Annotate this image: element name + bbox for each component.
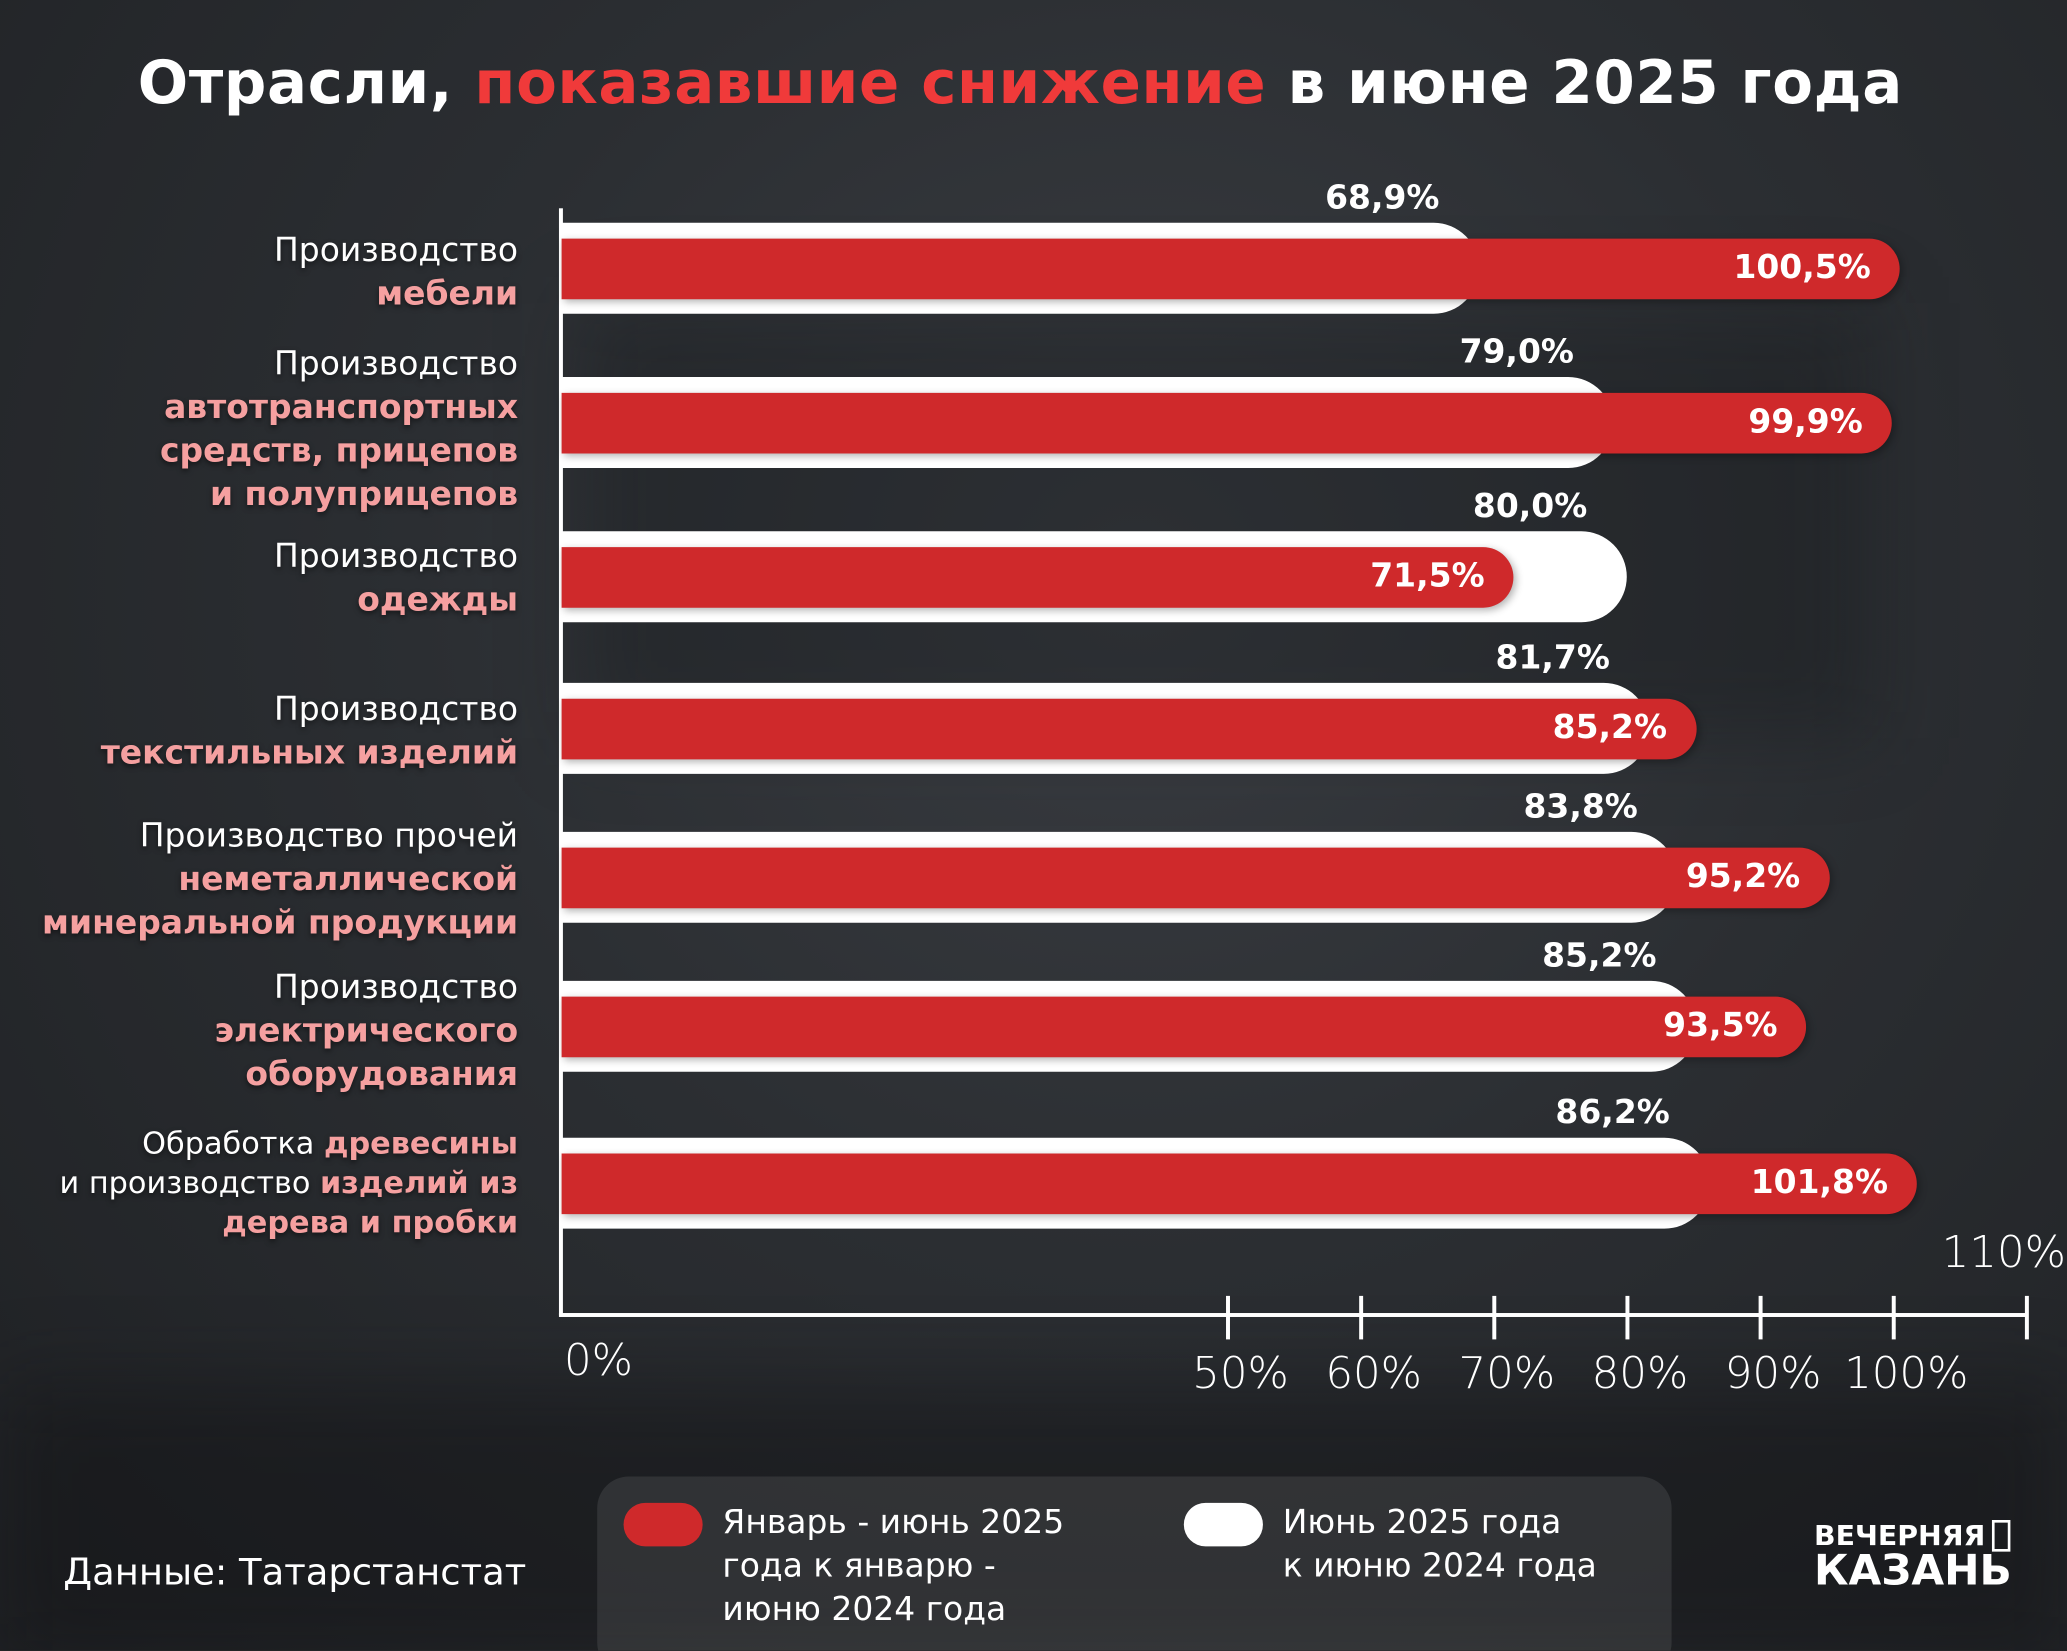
legend-line: Июнь 2025 года — [1282, 1502, 1562, 1542]
data-label-june: 80,0% — [1472, 486, 1588, 525]
bar-jan-june — [561, 996, 1807, 1058]
vechernyaya-kazan-logo: ВЕЧЕРНЯЯ КАЗАНЬ — [1814, 1519, 2012, 1588]
y-axis-line — [558, 208, 563, 1316]
title-text: в июне 2025 года — [1266, 47, 1903, 118]
x-tick-label: 0% — [563, 1334, 634, 1386]
x-tick-label: 80% — [1591, 1347, 1689, 1399]
page-title: Отрасли, показавшие снижение в июне 2025… — [0, 47, 2041, 117]
legend-label-red: Январь - июнь 2025 года к январю - июню … — [722, 1500, 1064, 1631]
category-text: Производство — [274, 344, 519, 383]
x-tick — [2024, 1295, 2029, 1340]
legend-line: июню 2024 года — [722, 1589, 1007, 1629]
bar-jan-june — [561, 698, 1697, 760]
category-text: Производство — [274, 230, 519, 269]
svg-text:ВЕЧЕРНЯЯ: ВЕЧЕРНЯЯ — [1814, 1519, 1985, 1552]
x-tick — [1757, 1295, 1762, 1340]
category-highlight: мебели — [376, 274, 519, 313]
source-note: Данные: Татарстанстат — [63, 1550, 527, 1594]
category-label: Производство прочей неметаллической минера… — [42, 813, 518, 944]
x-tick — [1358, 1295, 1363, 1340]
x-tick-label: 50% — [1192, 1347, 1289, 1399]
data-label-june: 81,7% — [1495, 638, 1610, 677]
title-highlight: показавшие снижение — [474, 47, 1267, 118]
data-label-june: 86,2% — [1555, 1092, 1670, 1132]
category-highlight: электрического — [214, 1011, 519, 1050]
legend-swatch-white — [1183, 1502, 1263, 1547]
category-highlight: средств, прицепов — [159, 431, 519, 470]
legend-swatch-red — [623, 1502, 703, 1547]
title-text: Отрасли, — [137, 47, 475, 118]
x-tick-label: 90% — [1724, 1347, 1822, 1399]
category-highlight: текстильных изделий — [100, 732, 519, 772]
bar-jan-june — [561, 392, 1892, 454]
svg-text:КАЗАНЬ: КАЗАНЬ — [1814, 1546, 2012, 1588]
category-highlight: неметаллической — [178, 859, 519, 898]
bar-jan-june — [561, 847, 1830, 909]
legend-line: к июню 2024 года — [1282, 1546, 1597, 1585]
data-label-jan-june: 85,2% — [1552, 707, 1668, 747]
x-tick — [1491, 1295, 1496, 1340]
category-text: Производство прочей — [139, 816, 519, 855]
category-highlight: и полуприцепов — [209, 474, 519, 513]
x-tick-label: 100% — [1844, 1347, 1969, 1399]
bar-jan-june — [561, 547, 1514, 608]
x-tick-label: 110% — [1941, 1226, 2067, 1278]
data-label-june: 68,9% — [1325, 177, 1440, 217]
background-blur — [580, 303, 1872, 739]
category-text: Производство — [274, 689, 519, 728]
legend: Январь - июнь 2025 года к январю - июню … — [597, 1476, 1672, 1651]
category-highlight: дерева и пробки — [222, 1206, 519, 1241]
data-label-june: 79,0% — [1459, 332, 1574, 371]
x-tick-label: 70% — [1458, 1347, 1556, 1399]
data-label-jan-june: 95,2% — [1685, 856, 1801, 896]
x-tick — [1225, 1295, 1230, 1340]
category-label: Производство автотранспортных средств, при… — [160, 341, 518, 515]
category-highlight: оборудования — [245, 1054, 519, 1093]
data-label-june: 83,8% — [1523, 787, 1638, 826]
x-tick — [1891, 1295, 1896, 1340]
category-highlight: изделий из — [320, 1166, 519, 1201]
data-label-jan-june: 71,5% — [1370, 556, 1485, 595]
category-highlight: древесины — [323, 1127, 519, 1162]
x-tick — [1624, 1295, 1629, 1340]
data-label-jan-june: 101,8% — [1750, 1162, 1889, 1201]
legend-label-white: Июнь 2025 года к июню 2024 года — [1283, 1500, 1597, 1587]
category-highlight: одежды — [357, 580, 519, 619]
legend-line: Январь - июнь 2025 — [722, 1502, 1065, 1542]
category-text: и производство — [59, 1166, 321, 1201]
category-highlight: автотранспортных — [164, 387, 519, 426]
legend-line: года к январю - — [722, 1546, 996, 1585]
data-label-june: 85,2% — [1542, 935, 1657, 975]
category-text: Производство — [274, 967, 519, 1006]
data-label-jan-june: 93,5% — [1663, 1005, 1778, 1045]
category-label: Производство текстильных изделий — [101, 687, 518, 774]
background-blur — [0, 1384, 2067, 1651]
category-label: Производство мебели — [274, 228, 518, 315]
category-text: Производство — [274, 536, 519, 575]
x-axis-line — [558, 1313, 2027, 1317]
category-label: Обработка древесины и производство издели… — [59, 1125, 518, 1244]
data-label-jan-june: 99,9% — [1748, 402, 1863, 441]
category-label: Производство одежды — [274, 534, 518, 621]
x-tick-label: 60% — [1325, 1347, 1423, 1399]
category-label: Производство электрического оборудования — [215, 965, 519, 1096]
bar-jan-june — [561, 238, 1900, 300]
category-highlight: минеральной продукции — [42, 903, 519, 942]
data-label-jan-june: 100,5% — [1733, 247, 1871, 287]
bar-jan-june — [561, 1153, 1918, 1215]
category-text: Обработка — [142, 1127, 324, 1162]
